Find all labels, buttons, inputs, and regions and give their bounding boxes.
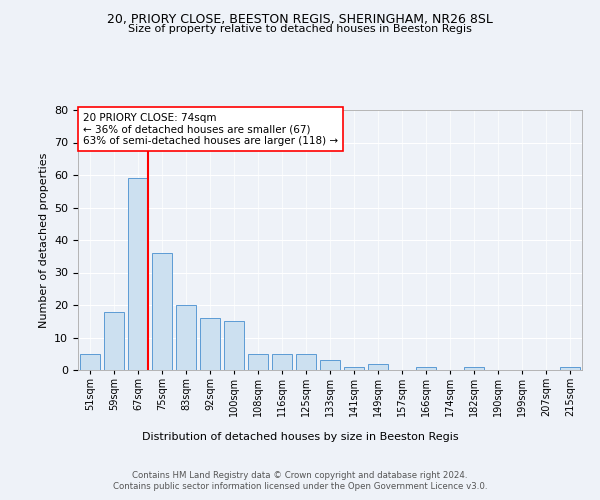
- Text: Contains HM Land Registry data © Crown copyright and database right 2024.: Contains HM Land Registry data © Crown c…: [132, 471, 468, 480]
- Bar: [128, 178, 148, 370]
- Bar: [560, 367, 580, 370]
- Bar: [200, 318, 220, 370]
- Bar: [80, 354, 100, 370]
- Bar: [104, 312, 124, 370]
- Bar: [224, 322, 244, 370]
- Bar: [368, 364, 388, 370]
- Bar: [416, 367, 436, 370]
- Text: Distribution of detached houses by size in Beeston Regis: Distribution of detached houses by size …: [142, 432, 458, 442]
- Bar: [272, 354, 292, 370]
- Bar: [344, 367, 364, 370]
- Bar: [152, 253, 172, 370]
- Bar: [320, 360, 340, 370]
- Bar: [464, 367, 484, 370]
- Y-axis label: Number of detached properties: Number of detached properties: [38, 152, 49, 328]
- Bar: [248, 354, 268, 370]
- Bar: [296, 354, 316, 370]
- Bar: [176, 305, 196, 370]
- Text: 20 PRIORY CLOSE: 74sqm
← 36% of detached houses are smaller (67)
63% of semi-det: 20 PRIORY CLOSE: 74sqm ← 36% of detached…: [83, 112, 338, 146]
- Text: 20, PRIORY CLOSE, BEESTON REGIS, SHERINGHAM, NR26 8SL: 20, PRIORY CLOSE, BEESTON REGIS, SHERING…: [107, 12, 493, 26]
- Text: Contains public sector information licensed under the Open Government Licence v3: Contains public sector information licen…: [113, 482, 487, 491]
- Text: Size of property relative to detached houses in Beeston Regis: Size of property relative to detached ho…: [128, 24, 472, 34]
